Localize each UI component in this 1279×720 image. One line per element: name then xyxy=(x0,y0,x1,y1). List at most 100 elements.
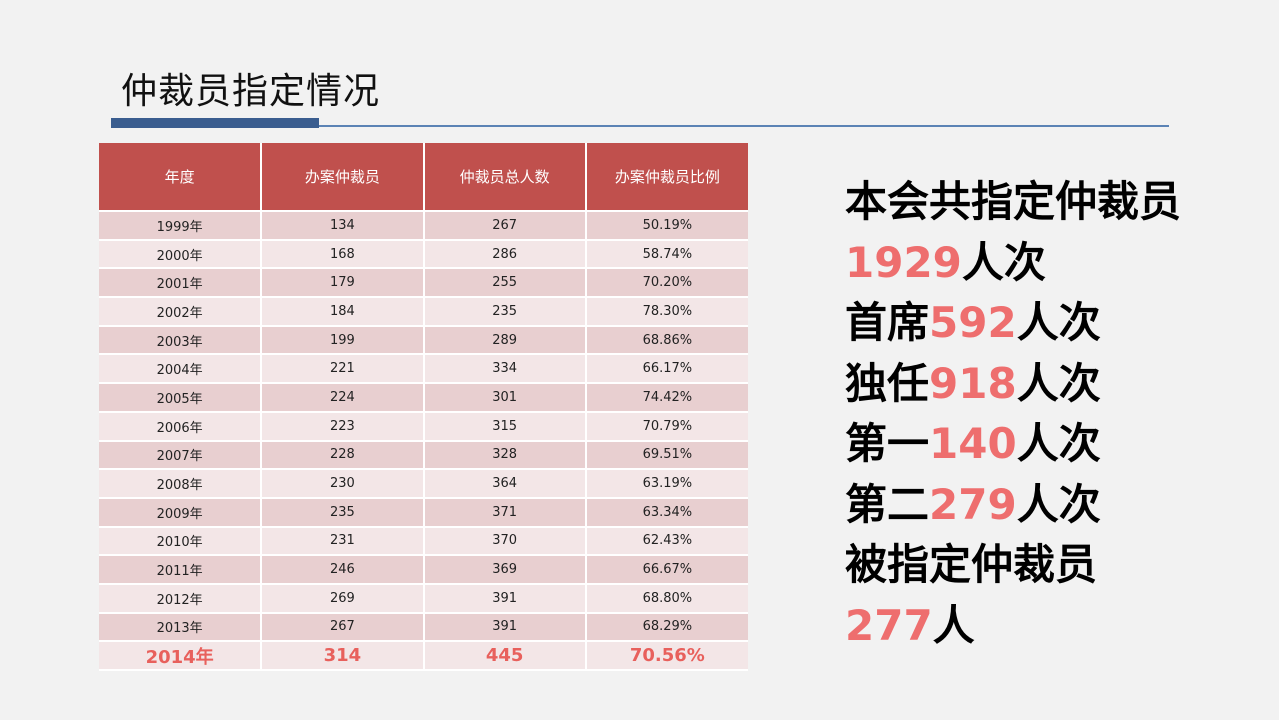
cell-ratio: 66.67% xyxy=(584,555,748,585)
summary-line-appointed-count: 277人 xyxy=(845,596,1181,657)
header-ratio: 办案仲裁员比例 xyxy=(584,143,748,212)
cell-total-arbitrators: 289 xyxy=(422,325,586,356)
cell-year: 2002年 xyxy=(99,297,262,327)
summary-line-first: 第一140人次 xyxy=(845,414,1181,475)
summary-second-number: 279 xyxy=(929,479,1017,529)
cell-active-arbitrators: 223 xyxy=(260,411,424,442)
table-row: 2012年 269 391 68.80% xyxy=(99,583,748,614)
cell-year: 1999年 xyxy=(99,211,262,241)
cell-year: 2003年 xyxy=(99,325,262,356)
cell-active-arbitrators: 230 xyxy=(260,469,424,499)
summary-unit: 人次 xyxy=(1016,358,1101,408)
summary-unit: 人次 xyxy=(1016,298,1101,347)
cell-active-arbitrators: 228 xyxy=(260,440,424,471)
cell-active-arbitrators: 179 xyxy=(260,268,424,299)
cell-ratio: 74.42% xyxy=(584,383,748,413)
table-row: 2009年 235 371 63.34% xyxy=(99,497,748,528)
cell-ratio: 78.30% xyxy=(584,297,748,327)
table-row: 1999年 134 267 50.19% xyxy=(99,211,748,241)
cell-active-arbitrators: 134 xyxy=(260,211,424,241)
summary-unit: 人次 xyxy=(961,237,1046,287)
summary-panel: 本会共指定仲裁员 1929人次 首席592人次 独任918人次 第一140人次 … xyxy=(845,172,1181,656)
cell-total-arbitrators: 286 xyxy=(422,239,586,270)
cell-total-arbitrators: 328 xyxy=(422,440,586,471)
summary-second-label: 第二 xyxy=(845,479,930,529)
cell-active-arbitrators: 221 xyxy=(260,354,424,385)
summary-line-intro: 本会共指定仲裁员 xyxy=(845,172,1181,233)
summary-line-chief: 首席592人次 xyxy=(845,293,1181,354)
summary-chief-label: 首席 xyxy=(845,298,930,347)
cell-ratio: 68.86% xyxy=(584,325,748,356)
cell-year: 2013年 xyxy=(99,612,262,643)
table-row: 2011年 246 369 66.67% xyxy=(99,555,748,585)
table-row: 2004年 221 334 66.17% xyxy=(99,354,748,385)
cell-year: 2000年 xyxy=(99,239,262,270)
summary-line-appointed: 被指定仲裁员 xyxy=(845,535,1181,596)
table-row: 2013年 267 391 68.29% xyxy=(99,612,748,643)
cell-active-arbitrators: 231 xyxy=(260,526,424,557)
cell-total-arbitrators: 267 xyxy=(422,211,586,241)
table-body: 1999年 134 267 50.19% 2000年 168 286 58.74% 2001年 1… xyxy=(99,211,748,671)
summary-intro-text: 本会共指定仲裁员 xyxy=(845,177,1182,226)
summary-unit: 人次 xyxy=(1016,419,1101,468)
cell-total-arbitrators: 391 xyxy=(422,612,586,643)
cell-year: 2011年 xyxy=(99,555,262,585)
cell-ratio: 70.79% xyxy=(584,411,748,442)
summary-appointed-number: 277 xyxy=(845,600,933,650)
cell-ratio: 63.34% xyxy=(584,497,748,528)
cell-active-arbitrators: 267 xyxy=(260,612,424,643)
cell-year: 2004年 xyxy=(99,354,262,385)
cell-year: 2006年 xyxy=(99,411,262,442)
table-row: 2001年 179 255 70.20% xyxy=(99,268,748,299)
table-row: 2003年 199 289 68.86% xyxy=(99,325,748,356)
summary-line-second: 第二279人次 xyxy=(845,475,1181,536)
summary-line-total: 1929人次 xyxy=(845,233,1181,294)
cell-year: 2010年 xyxy=(99,526,262,557)
cell-ratio: 68.80% xyxy=(584,583,748,614)
header-year: 年度 xyxy=(99,143,262,212)
header-total-arbitrators: 仲裁员总人数 xyxy=(422,143,586,212)
cell-ratio: 70.20% xyxy=(584,268,748,299)
cell-total-arbitrators: 364 xyxy=(422,469,586,499)
arbitrator-table: 年度 办案仲裁员 仲裁员总人数 办案仲裁员比例 1999年 134 267 50.19… xyxy=(99,143,748,671)
cell-total-arbitrators: 391 xyxy=(422,583,586,614)
cell-total-arbitrators: 315 xyxy=(422,411,586,442)
cell-year: 2007年 xyxy=(99,440,262,471)
cell-year: 2008年 xyxy=(99,469,262,499)
summary-sole-label: 独任 xyxy=(845,358,930,408)
title-underline xyxy=(319,125,1169,127)
summary-appointed-label: 被指定仲裁员 xyxy=(845,540,1098,589)
cell-total-arbitrators: 255 xyxy=(422,268,586,299)
cell-year: 2014年 xyxy=(99,641,262,671)
cell-total-arbitrators: 369 xyxy=(422,555,586,585)
summary-unit-person: 人 xyxy=(932,600,975,650)
header-active-arbitrators: 办案仲裁员 xyxy=(260,143,424,212)
cell-active-arbitrators: 246 xyxy=(260,555,424,585)
cell-total-arbitrators: 334 xyxy=(422,354,586,385)
cell-year: 2012年 xyxy=(99,583,262,614)
title-underline-accent xyxy=(111,118,319,128)
summary-first-number: 140 xyxy=(929,419,1017,468)
cell-ratio: 66.17% xyxy=(584,354,748,385)
table-row: 2007年 228 328 69.51% xyxy=(99,440,748,471)
summary-first-label: 第一 xyxy=(845,419,930,468)
cell-total-arbitrators: 301 xyxy=(422,383,586,413)
table-row: 2005年 224 301 74.42% xyxy=(99,383,748,413)
table-row: 2000年 168 286 58.74% xyxy=(99,239,748,270)
cell-total-arbitrators: 445 xyxy=(422,641,586,671)
table-header-row: 年度 办案仲裁员 仲裁员总人数 办案仲裁员比例 xyxy=(99,143,748,212)
table-row: 2008年 230 364 63.19% xyxy=(99,469,748,499)
cell-ratio: 63.19% xyxy=(584,469,748,499)
table-row: 2010年 231 370 62.43% xyxy=(99,526,748,557)
cell-total-arbitrators: 370 xyxy=(422,526,586,557)
table-row: 2002年 184 235 78.30% xyxy=(99,297,748,327)
table-row: 2006年 223 315 70.79% xyxy=(99,411,748,442)
summary-sole-number: 918 xyxy=(929,358,1017,408)
cell-ratio: 50.19% xyxy=(584,211,748,241)
cell-year: 2001年 xyxy=(99,268,262,299)
cell-active-arbitrators: 224 xyxy=(260,383,424,413)
table-row-highlight: 2014年 314 445 70.56% xyxy=(99,641,748,671)
cell-ratio: 68.29% xyxy=(584,612,748,643)
cell-total-arbitrators: 371 xyxy=(422,497,586,528)
summary-line-sole: 独任918人次 xyxy=(845,354,1181,415)
